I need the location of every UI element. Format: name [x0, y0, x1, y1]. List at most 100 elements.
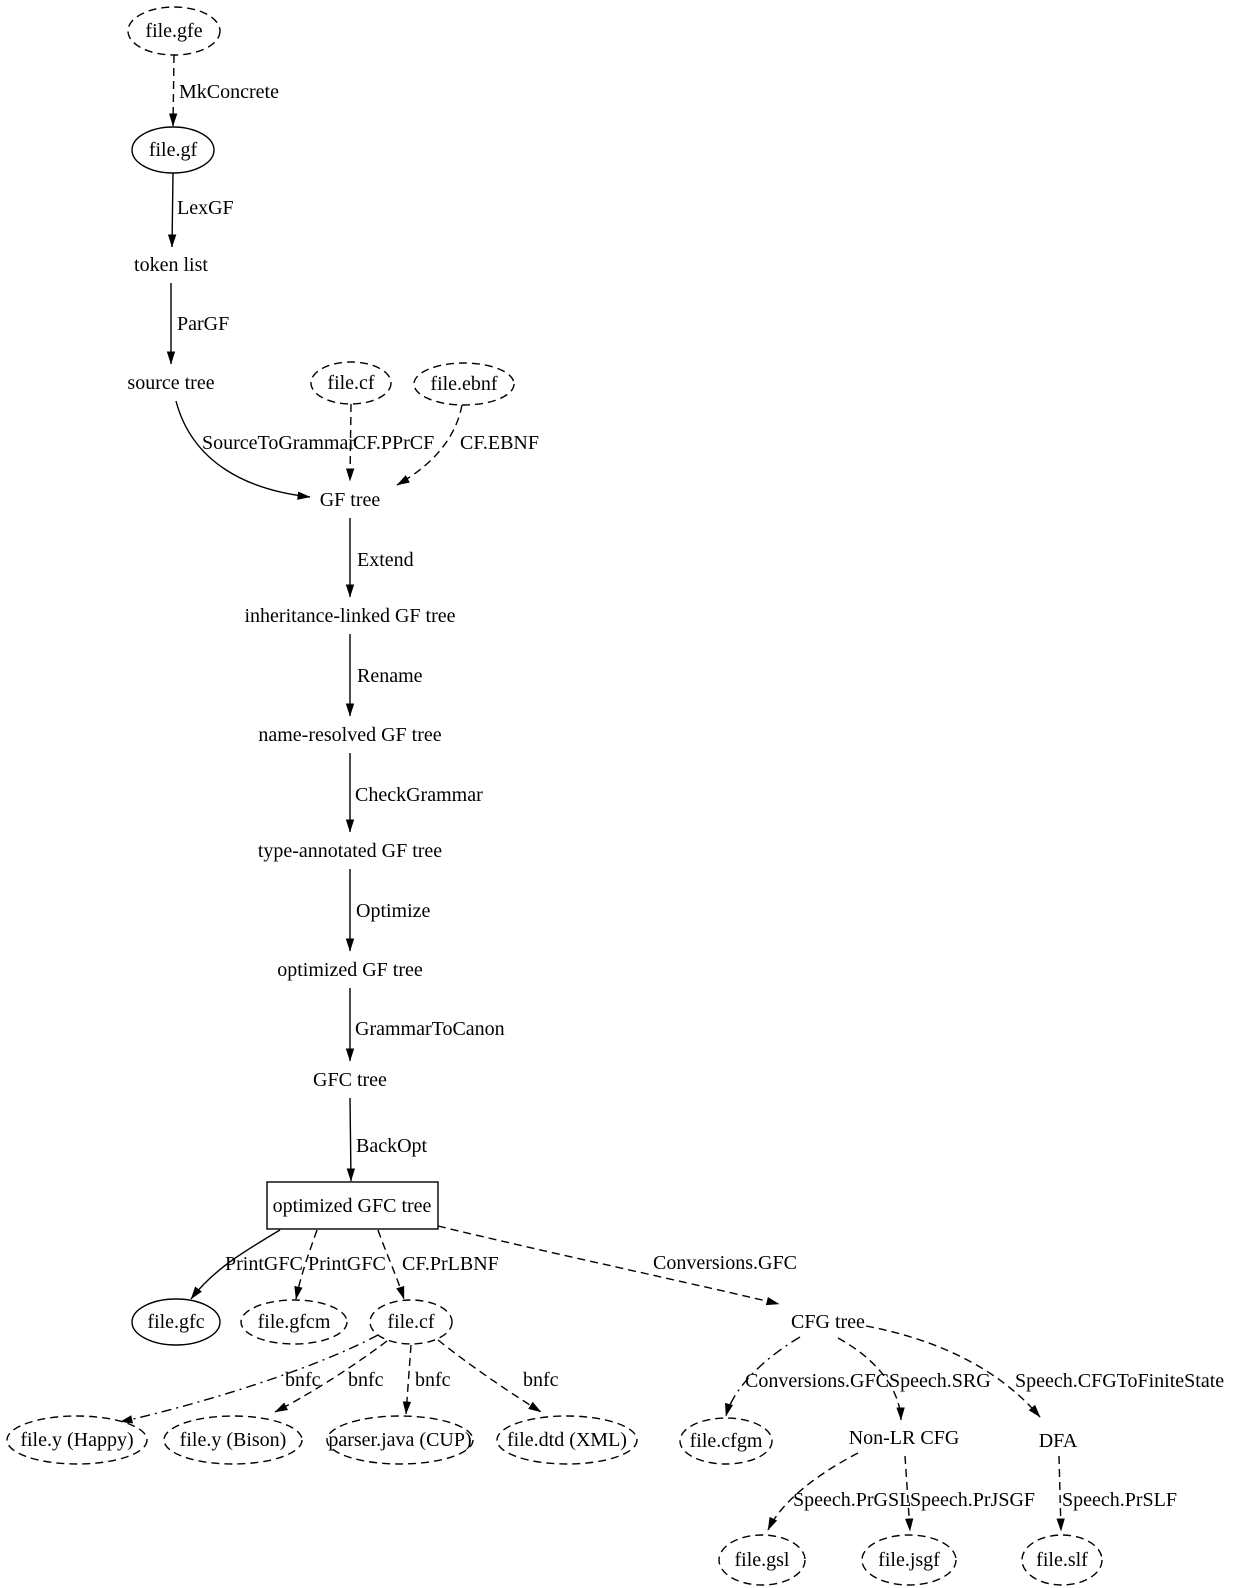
node-optimized-gf-tree: optimized GF tree [277, 959, 423, 981]
file-y-bison-label: file.y (Bison) [180, 1429, 287, 1451]
parser-java-cup-ellipse [326, 1415, 474, 1465]
edge-sourcetogrammar [175, 400, 311, 500]
file-slf-label: file.slf [1036, 1549, 1088, 1571]
node-parser-java-cup: parser.java (CUP) [326, 1415, 474, 1465]
node-file-slf: file.slf [1021, 1534, 1103, 1586]
file-gfcm-label: file.gfcm [258, 1311, 331, 1333]
file-gfcm-ellipse [240, 1299, 348, 1345]
edge-label-printgfc-gfcm: PrintGFC [308, 1253, 386, 1275]
edge-speech-cfgtofinitestate [865, 1325, 1041, 1418]
edge-printgfc-gfcm [294, 1229, 318, 1300]
edge-label-optimize: Optimize [356, 900, 431, 922]
edge-label-cf-pprcf: CF.PPrCF [353, 432, 434, 454]
node-file-y-bison: file.y (Bison) [163, 1415, 303, 1465]
edge-cf-prlbnf [377, 1229, 405, 1300]
edge-label-mkconcrete: MkConcrete [179, 81, 279, 103]
edges [119, 54, 1065, 1532]
edge-mkconcrete [168, 54, 178, 127]
node-file-gfcm: file.gfcm [240, 1299, 348, 1345]
node-file-dtd-xml: file.dtd (XML) [496, 1415, 638, 1465]
file-cfgm-label: file.cfgm [690, 1430, 763, 1452]
edge-label-conversions-gfc-cfgtree: Conversions.GFC [653, 1252, 797, 1274]
node-file-gfc: file.gfc [131, 1298, 221, 1346]
node-non-lr-cfg: Non-LR CFG [849, 1427, 960, 1449]
file-y-happy-label: file.y (Happy) [20, 1429, 133, 1451]
node-inheritance-linked-gf-tree: inheritance-linked GF tree [244, 605, 455, 627]
edge-lexgf [167, 172, 177, 248]
edge-label-speech-cfgtofinitestate: Speech.CFGToFiniteState [1015, 1370, 1224, 1392]
edge-bnfc-bison [274, 1340, 388, 1413]
edge-printgfc-gfc [190, 1229, 281, 1300]
edge-label-bnfc-cup: bnfc [415, 1369, 451, 1391]
edge-label-sourcetogrammar: SourceToGrammar [202, 432, 355, 454]
edge-label-cf-ebnf: CF.EBNF [460, 432, 539, 454]
edge-speech-prgsl [767, 1452, 859, 1531]
edge-speech-srg [837, 1337, 905, 1421]
edge-label-cf-prlbnf: CF.PrLBNF [402, 1253, 499, 1275]
edge-label-bnfc-xml: bnfc [523, 1369, 559, 1391]
file-cf-bottom-label: file.cf [387, 1311, 435, 1333]
node-file-gf: file.gf [131, 126, 215, 174]
node-file-gfe: file.gfe [127, 6, 221, 56]
edge-label-speech-prgsl: Speech.PrGSL [793, 1489, 911, 1511]
node-gfc-tree: GFC tree [313, 1069, 387, 1091]
node-file-ebnf: file.ebnf [413, 362, 515, 406]
edge-label-rename: Rename [357, 665, 423, 687]
file-gsl-ellipse [718, 1534, 806, 1586]
edge-conversions-gfc-cfgm [724, 1336, 801, 1417]
file-slf-ellipse [1021, 1534, 1103, 1586]
edge-labels: MkConcrete LexGF ParGF SourceToGrammar C… [177, 81, 1224, 1511]
node-gf-tree: GF tree [320, 489, 381, 511]
node-token-list: token list [134, 254, 208, 276]
edge-label-grammartocanon: GrammarToCanon [355, 1018, 505, 1040]
edge-label-pargf: ParGF [177, 313, 229, 335]
edge-backopt [346, 1097, 356, 1182]
edge-label-printgfc-gfc: PrintGFC [225, 1253, 303, 1275]
file-cf-bottom-ellipse [369, 1299, 453, 1345]
node-cfg-tree: CFG tree [791, 1311, 865, 1333]
edge-label-backopt: BackOpt [356, 1135, 428, 1157]
optimized-gfc-tree-box [266, 1181, 439, 1230]
parser-java-cup-label: parser.java (CUP) [328, 1429, 471, 1451]
file-gfe-ellipse [127, 6, 221, 56]
node-dfa: DFA [1039, 1430, 1078, 1452]
file-gf-ellipse [131, 126, 215, 174]
node-file-jsgf: file.jsgf [861, 1534, 957, 1586]
edge-label-conversions-gfc-cfgm: Conversions.GFC [745, 1370, 889, 1392]
file-cf-top-ellipse [310, 361, 392, 405]
node-file-cf-top: file.cf [310, 361, 392, 405]
edge-label-checkgrammar: CheckGrammar [355, 784, 483, 806]
file-cfgm-ellipse [679, 1417, 773, 1465]
node-name-resolved-gf-tree: name-resolved GF tree [258, 724, 441, 746]
file-jsgf-ellipse [861, 1534, 957, 1586]
file-dtd-xml-label: file.dtd (XML) [507, 1429, 627, 1451]
file-cf-top-label: file.cf [327, 372, 375, 394]
node-optimized-gfc-tree: optimized GFC tree [266, 1181, 439, 1230]
file-gsl-label: file.gsl [735, 1549, 790, 1571]
edge-label-lexgf: LexGF [177, 197, 234, 219]
node-file-cf-bottom: file.cf [369, 1299, 453, 1345]
edge-label-speech-prjsgf: Speech.PrJSGF [910, 1489, 1035, 1511]
edge-bnfc-happy [119, 1334, 379, 1424]
nodes: file.gfe file.gf token list source tree … [6, 6, 1103, 1586]
edge-label-extend: Extend [357, 549, 414, 571]
file-gfe-label: file.gfe [145, 20, 202, 42]
file-ebnf-label: file.ebnf [430, 373, 498, 395]
edge-label-bnfc-bison: bnfc [348, 1369, 384, 1391]
edge-bnfc-cup [402, 1344, 412, 1415]
node-type-annotated-gf-tree: type-annotated GF tree [258, 840, 442, 862]
file-gf-label: file.gf [149, 139, 198, 161]
edge-speech-prslf [1056, 1455, 1065, 1532]
file-jsgf-label: file.jsgf [878, 1549, 940, 1571]
edge-cf-ebnf [396, 404, 463, 486]
edge-label-bnfc-happy: bnfc [285, 1369, 321, 1391]
edge-conversions-gfc-cfgtree [437, 1225, 780, 1306]
edge-label-speech-srg: Speech.SRG [889, 1370, 991, 1392]
file-y-happy-ellipse [6, 1415, 148, 1465]
node-file-gsl: file.gsl [718, 1534, 806, 1586]
file-ebnf-ellipse [413, 362, 515, 406]
edge-label-speech-prslf: Speech.PrSLF [1062, 1489, 1177, 1511]
node-file-cfgm: file.cfgm [679, 1417, 773, 1465]
